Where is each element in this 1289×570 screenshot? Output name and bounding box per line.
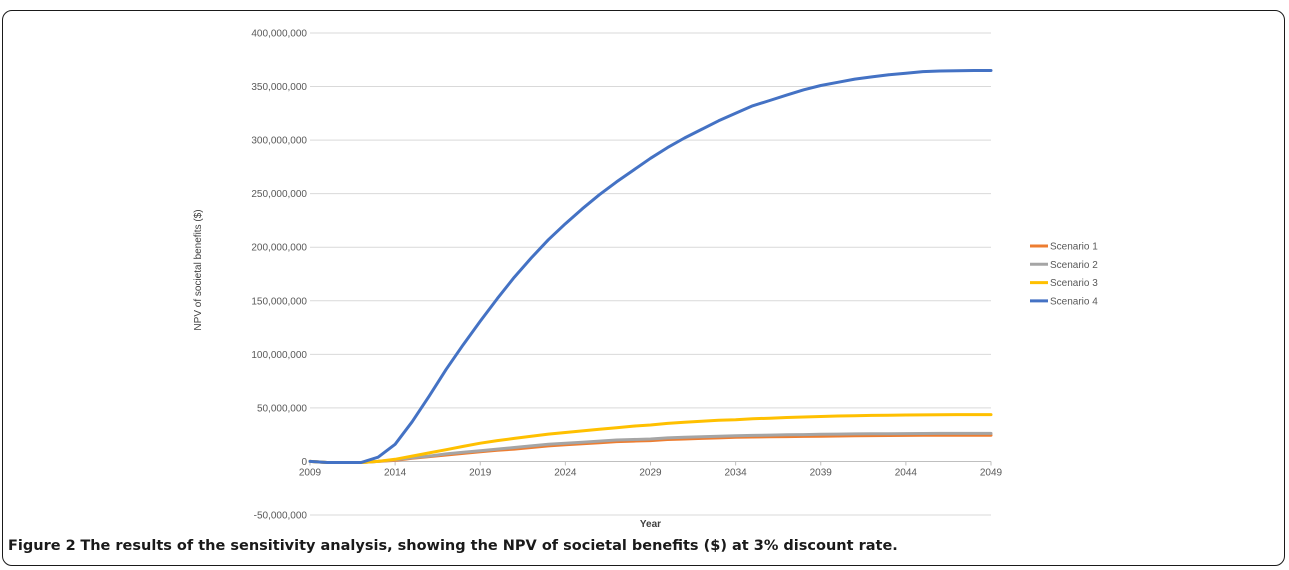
y-tick-label: 150,000,000 — [251, 296, 307, 307]
series-lines — [308, 69, 993, 464]
series-line-scenario-3 — [308, 413, 993, 464]
legend-label-scenario-2: Scenario 2 — [1050, 260, 1098, 271]
x-axis-title: Year — [640, 519, 661, 530]
axes — [309, 460, 992, 466]
y-tick-label: -50,000,000 — [254, 511, 308, 522]
x-tick-label: 2014 — [384, 467, 407, 478]
line-chart: 400,000,000 350,000,000 300,000,000 250,000… — [193, 29, 1098, 531]
y-axis-title: NPV of societal benefits ($) — [193, 209, 204, 330]
x-tick-label: 2009 — [299, 467, 322, 478]
y-tick-label: 300,000,000 — [251, 136, 307, 147]
y-tick-label: 400,000,000 — [251, 29, 307, 40]
legend: Scenario 1 Scenario 2 Scenario 3 Scenario 4 — [1030, 242, 1098, 307]
figure-caption: Figure 2 The results of the sensitivity … — [8, 538, 898, 554]
x-tick-label: 2029 — [639, 467, 662, 478]
y-tick-label: 200,000,000 — [251, 243, 307, 254]
legend-label-scenario-1: Scenario 1 — [1050, 242, 1098, 253]
gridlines — [310, 32, 991, 516]
legend-label-scenario-3: Scenario 3 — [1050, 278, 1098, 289]
series-line-scenario-4 — [308, 69, 993, 464]
y-tick-label: 250,000,000 — [251, 189, 307, 200]
x-tick-label: 2049 — [980, 467, 1003, 478]
series-line-scenario-2 — [308, 431, 993, 464]
figure-label: Figure 2 — [8, 538, 76, 554]
x-tick-label: 2019 — [469, 467, 492, 478]
x-tick-label: 2044 — [895, 467, 918, 478]
y-tick-label: 100,000,000 — [251, 350, 307, 361]
legend-label-scenario-4: Scenario 4 — [1050, 296, 1098, 307]
y-tick-label: 350,000,000 — [251, 82, 307, 93]
x-tick-label: 2039 — [810, 467, 833, 478]
y-tick-label: 0 — [301, 457, 307, 468]
x-tick-labels: 2009 2014 2019 2024 2029 2034 2039 2044 2049 — [299, 467, 1003, 478]
figure-frame — [2, 10, 1285, 566]
x-tick-label: 2034 — [725, 467, 748, 478]
y-tick-labels: 400,000,000 350,000,000 300,000,000 250,000… — [251, 29, 307, 522]
x-tick-label: 2024 — [554, 467, 577, 478]
y-tick-label: 50,000,000 — [257, 403, 307, 414]
figure-caption-text: The results of the sensitivity analysis,… — [80, 538, 898, 554]
